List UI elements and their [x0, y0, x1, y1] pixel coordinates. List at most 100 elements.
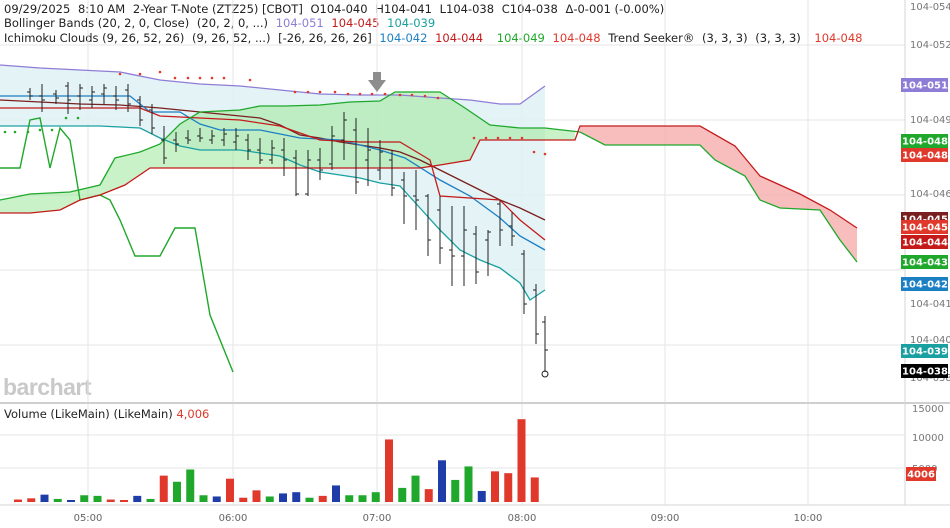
price-badge-label: 104-039 — [902, 347, 948, 358]
volume-bar — [332, 485, 340, 502]
price-tick-label: 104-041 — [910, 299, 950, 310]
volume-bar — [385, 439, 393, 502]
price-badge-label: 104-045 — [902, 223, 948, 234]
volume-axis[interactable]: 150001000050004006 — [906, 404, 944, 481]
last-price-marker — [541, 370, 549, 378]
volume-bar — [517, 419, 526, 502]
header-change: Δ-0-001 (-0.00%) — [565, 2, 665, 16]
volume-bar — [27, 498, 36, 502]
volume-tick-label: 10000 — [912, 433, 944, 444]
volume-bar — [345, 495, 354, 502]
ichimoku-legend[interactable]: Ichimoku Clouds (9, 26, 52, 26) (9, 26, … — [4, 31, 866, 45]
trend-seeker-params: (3, 3, 3) — [702, 31, 748, 45]
price-badge: 104-048 — [901, 134, 948, 148]
volume-bar — [292, 492, 301, 502]
volume-bar — [265, 496, 274, 502]
volume-bar — [530, 477, 539, 502]
price-tick-label: 104-046 — [910, 189, 950, 200]
volume-bar — [93, 495, 102, 502]
volume-bar — [199, 495, 208, 502]
price-tick-label: 104-054 — [910, 2, 950, 13]
volume-bar — [451, 479, 460, 502]
header-symbol: 2-Year T-Note (ZTZ25) [CBOT] — [132, 2, 303, 16]
price-badge: 104-044 — [901, 235, 948, 249]
ichimoku-label: Ichimoku Clouds (9, 26, 52, 26) — [4, 31, 185, 45]
volume-bar — [252, 490, 261, 502]
down-arrow-icon[interactable] — [368, 72, 386, 92]
trend-seeker-dots — [118, 70, 547, 156]
price-badge-label: 104-051 — [902, 81, 948, 92]
price-badge: 104-042 — [901, 277, 948, 291]
bollinger-params: (20, 2, 0, ...) — [196, 16, 269, 30]
volume-bar — [53, 498, 62, 502]
bollinger-legend[interactable]: Bollinger Bands (20, 2, 0, Close) (20, 2… — [4, 16, 439, 30]
volume-bar — [106, 499, 115, 502]
volume-bar — [212, 496, 221, 502]
volume-legend[interactable]: Volume (LikeMain) (LikeMain) 4,006 — [4, 407, 209, 421]
header-open: O104-040 — [310, 2, 368, 16]
price-badge: 104-051 — [901, 78, 948, 92]
trend-seeker-params2: (3, 3, 3) — [755, 31, 801, 45]
bollinger-band-fill — [0, 65, 545, 300]
volume-tick-label: 15000 — [912, 404, 944, 415]
time-tick-label: 05:00 — [74, 513, 103, 524]
volume-bar — [80, 495, 89, 502]
time-tick-label: 09:00 — [651, 513, 680, 524]
price-badge: 104-043 — [901, 255, 948, 269]
ichimoku-cloud-red — [580, 126, 857, 262]
price-badge: 104-039 — [901, 344, 948, 358]
price-tick-label: 104-052 — [910, 40, 950, 51]
price-tick-label: 104-038 — [910, 373, 950, 384]
volume-bar — [40, 494, 49, 502]
volume-bar — [371, 492, 380, 502]
header-time: 8:10 AM — [77, 2, 126, 16]
ichimoku-kijun-line — [0, 107, 546, 241]
ichimoku-params2: [-26, 26, 26, 26] — [278, 31, 372, 45]
bollinger-label: Bollinger Bands (20, 2, 0, Close) — [4, 16, 190, 30]
volume-bar — [146, 498, 155, 502]
volume-bar — [318, 495, 327, 502]
ichimoku-v1: 104-042 — [379, 31, 428, 45]
volume-bar — [159, 475, 168, 502]
price-axis[interactable]: 104-054 104-052 104-049 104-046 104-041 104-0… — [910, 2, 950, 384]
volume-bar — [477, 490, 486, 502]
ichimoku-v4: 104-048 — [552, 31, 601, 45]
volume-badge: 4006 — [906, 467, 936, 481]
price-badge: 104-048 — [901, 148, 948, 162]
volume-bar — [279, 493, 287, 502]
volume-bar — [424, 489, 433, 502]
price-badge: 104-045 — [901, 220, 948, 234]
ichimoku-v3: 104-049 — [496, 31, 545, 45]
ichimoku-span-b-line — [0, 125, 858, 229]
price-badges: 104-051104-048104-048104-045104-045104-0… — [901, 78, 948, 378]
trend-seeker-label: Trend Seeker® — [608, 31, 695, 45]
price-badge: 104-038 — [901, 364, 948, 378]
header-date: 09/29/2025 — [4, 2, 71, 16]
barchart-logo: barchart — [3, 374, 92, 400]
chart-header: 09/29/2025 8:10 AM 2-Year T-Note (ZTZ25)… — [4, 2, 668, 16]
volume-bar — [226, 478, 234, 502]
volume-bar — [491, 471, 499, 502]
volume-bar — [133, 495, 142, 502]
volume-bar — [239, 497, 248, 502]
bollinger-lower-line — [0, 125, 546, 301]
time-tick-label: 08:00 — [508, 513, 537, 524]
bollinger-lower: 104-039 — [387, 16, 436, 30]
time-tick-label: 07:00 — [363, 513, 392, 524]
volume-bar — [120, 500, 128, 502]
price-badge-label: 104-048 — [902, 151, 948, 162]
trend-seeker-dots-green — [3, 116, 80, 134]
volume-bar — [504, 473, 513, 502]
volume-bar — [398, 487, 407, 502]
volume-bar — [186, 469, 195, 502]
volume-bar — [438, 460, 446, 502]
volume-bar — [305, 497, 314, 502]
time-axis[interactable]: 05:00 06:00 07:00 08:00 09:00 10:00 — [74, 513, 823, 524]
header-low: L104-038 — [439, 2, 495, 16]
volume-bar — [67, 500, 75, 502]
volume-bar — [14, 499, 22, 502]
volume-label: Volume (LikeMain) — [4, 407, 110, 421]
price-tick-label: 104-049 — [910, 115, 950, 126]
time-tick-label: 10:00 — [794, 513, 823, 524]
